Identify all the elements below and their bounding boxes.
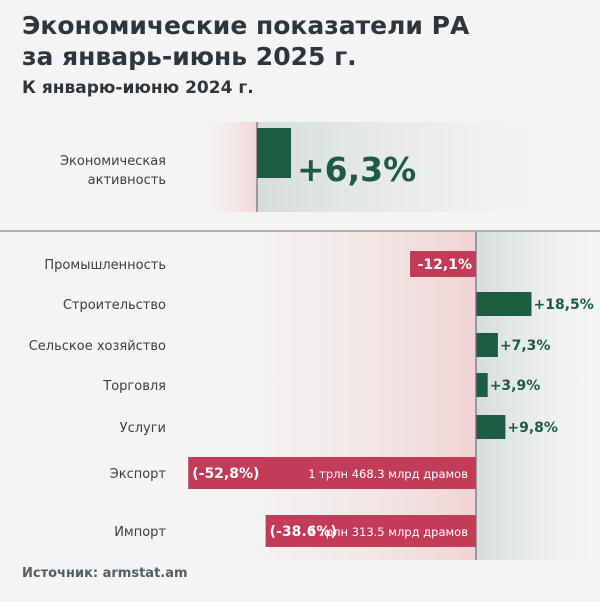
category-label: Экспорт (110, 467, 167, 482)
category-label: Сельское хозяйство (29, 339, 166, 354)
bar-экспорт (188, 457, 477, 489)
top-negative-zone (190, 122, 257, 212)
highlight-label-line-2: активность (88, 173, 166, 188)
category-label: Промышленность (44, 258, 166, 273)
bar-сельское-хозяйство (476, 333, 498, 357)
value-label: +9,8% (507, 420, 558, 436)
value-label: +18,5% (534, 297, 594, 313)
top-positive-zone (257, 122, 587, 212)
value-label: +7,3% (500, 338, 551, 354)
bar-импорт (265, 515, 476, 547)
highlight-value: +6,3% (297, 150, 416, 189)
bar-промышленность (410, 251, 476, 277)
bar-строительство (476, 292, 532, 316)
page-title: Экономические показатели РА за январь-ию… (22, 10, 469, 72)
value-label: +3,9% (490, 378, 541, 394)
value-annotation: 1 трлн 468.3 млрд драмов (308, 467, 468, 481)
value-label: (-38.6%) (270, 524, 337, 540)
highlight-label-line-1: Экономическая (60, 154, 166, 169)
negative-zone (180, 232, 476, 560)
page-subtitle: К январю-июню 2024 г. (22, 78, 254, 98)
value-annotation: 2 трлн 313.5 млрд драмов (308, 525, 468, 539)
positive-zone (476, 232, 600, 560)
title-line-2: за январь-июнь 2025 г. (22, 42, 357, 71)
category-label: Услуги (120, 421, 166, 436)
value-label: (-52,8%) (192, 466, 259, 482)
category-label: Строительство (63, 298, 166, 313)
category-label: Торговля (102, 379, 166, 394)
highlight-bar (257, 128, 292, 178)
bar-услуги (476, 415, 506, 439)
title-line-1: Экономические показатели РА (22, 11, 470, 40)
source-note: Источник: armstat.am (22, 566, 188, 581)
value-label: -12,1% (418, 257, 472, 273)
bar-торговля (476, 373, 488, 397)
category-label: Импорт (114, 525, 166, 540)
